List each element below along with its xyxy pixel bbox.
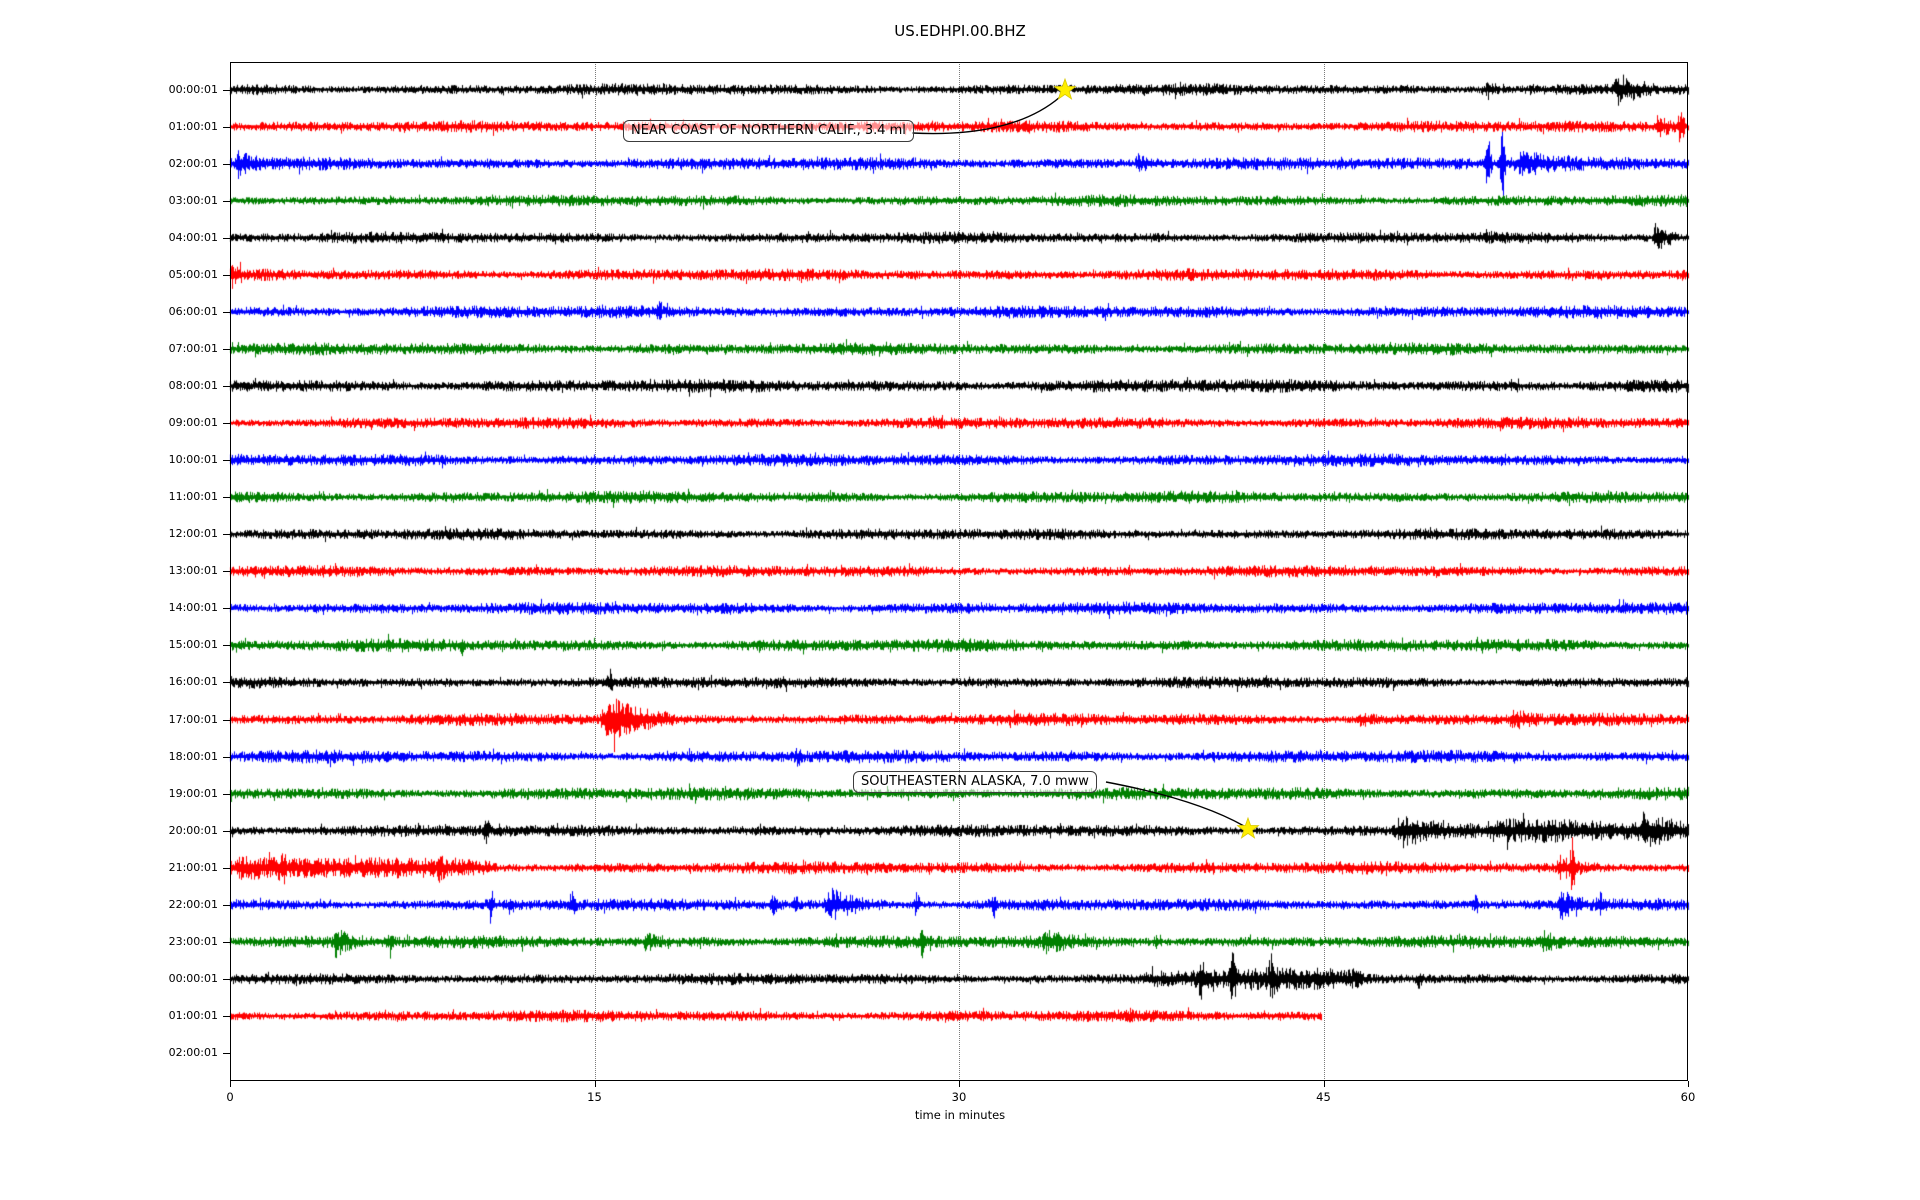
- y-tick: [223, 1053, 230, 1055]
- y-tick-label: 01:00:01: [168, 119, 218, 133]
- y-tick-label: 16:00:01: [168, 675, 218, 689]
- y-tick-label: 22:00:01: [168, 897, 218, 911]
- y-tick: [223, 645, 230, 647]
- y-tick-label: 01:00:01: [168, 1009, 218, 1022]
- annotation-text-northern-calif: NEAR COAST OF NORTHERN CALIF., 3.4 ml: [631, 123, 906, 138]
- y-tick: [223, 460, 230, 462]
- y-tick: [223, 1016, 230, 1017]
- y-tick-label: 02:00:01: [168, 1046, 218, 1060]
- y-tick: [223, 89, 230, 91]
- y-tick: [223, 237, 230, 239]
- y-tick-label: 14:00:01: [168, 601, 218, 615]
- y-tick-label: 20:00:01: [168, 823, 218, 837]
- x-tick-label: 15: [587, 1090, 602, 1104]
- x-tick-label: 0: [226, 1090, 234, 1104]
- y-tick: [223, 385, 230, 387]
- y-tick: [223, 423, 230, 425]
- y-tick: [223, 941, 230, 943]
- x-tick-label: 45: [1316, 1090, 1331, 1104]
- annotation-text-southeastern-alaska: SOUTHEASTERN ALASKA, 7.0 mww: [861, 774, 1089, 789]
- x-tick: [230, 1081, 231, 1087]
- y-tick: [223, 608, 230, 610]
- y-tick: [223, 830, 230, 832]
- y-tick: [223, 497, 230, 499]
- y-tick: [223, 163, 230, 165]
- y-tick: [223, 126, 230, 128]
- y-tick-label: 21:00:01: [168, 860, 218, 874]
- x-axis-title: time in minutes: [914, 1108, 1006, 1122]
- y-tick-label: 19:00:01: [168, 786, 218, 800]
- y-tick-label: 11:00:01: [168, 490, 218, 504]
- y-tick: [223, 348, 230, 350]
- y-tick: [223, 311, 230, 313]
- x-tick-label: 60: [1680, 1090, 1696, 1104]
- y-tick-label: 09:00:01: [168, 416, 218, 430]
- annotation-box-southeastern-alaska: SOUTHEASTERN ALASKA, 7.0 mww: [853, 771, 1097, 793]
- y-tick-label: 12:00:01: [168, 527, 218, 541]
- y-tick-label: 07:00:01: [168, 341, 218, 355]
- y-tick-label: 00:00:01: [168, 971, 218, 985]
- annotation-box-northern-calif: NEAR COAST OF NORTHERN CALIF., 3.4 ml: [623, 120, 914, 142]
- y-tick-label: 06:00:01: [168, 304, 218, 318]
- y-tick-label: 02:00:01: [168, 156, 218, 170]
- y-tick-label: 15:00:01: [168, 638, 218, 652]
- y-tick: [223, 571, 230, 573]
- y-tick: [223, 867, 230, 869]
- y-tick-label: 10:00:01: [168, 453, 218, 467]
- y-tick-label: 03:00:01: [168, 193, 218, 207]
- y-tick: [223, 756, 230, 758]
- y-tick-label: 05:00:01: [168, 267, 218, 281]
- x-tick: [594, 1081, 596, 1087]
- x-tick: [1323, 1081, 1325, 1087]
- y-tick-label: 23:00:01: [168, 934, 218, 948]
- y-tick-label: 04:00:01: [168, 230, 218, 244]
- y-tick-label: 13:00:01: [168, 564, 218, 578]
- y-tick: [223, 200, 230, 202]
- y-tick: [223, 978, 230, 980]
- y-tick: [223, 682, 230, 684]
- y-tick: [223, 534, 230, 536]
- x-tick: [1688, 1081, 1689, 1087]
- y-tick-label: 00:00:01: [168, 82, 218, 96]
- y-tick-label: 08:00:01: [168, 378, 218, 392]
- y-tick: [223, 274, 230, 276]
- y-tick: [223, 793, 230, 795]
- y-tick: [223, 904, 230, 906]
- y-tick-label: 18:00:01: [168, 749, 218, 763]
- x-tick-label: 30: [951, 1090, 967, 1104]
- x-tick: [959, 1081, 960, 1087]
- y-tick: [223, 719, 230, 721]
- y-tick-label: 17:00:01: [168, 712, 218, 726]
